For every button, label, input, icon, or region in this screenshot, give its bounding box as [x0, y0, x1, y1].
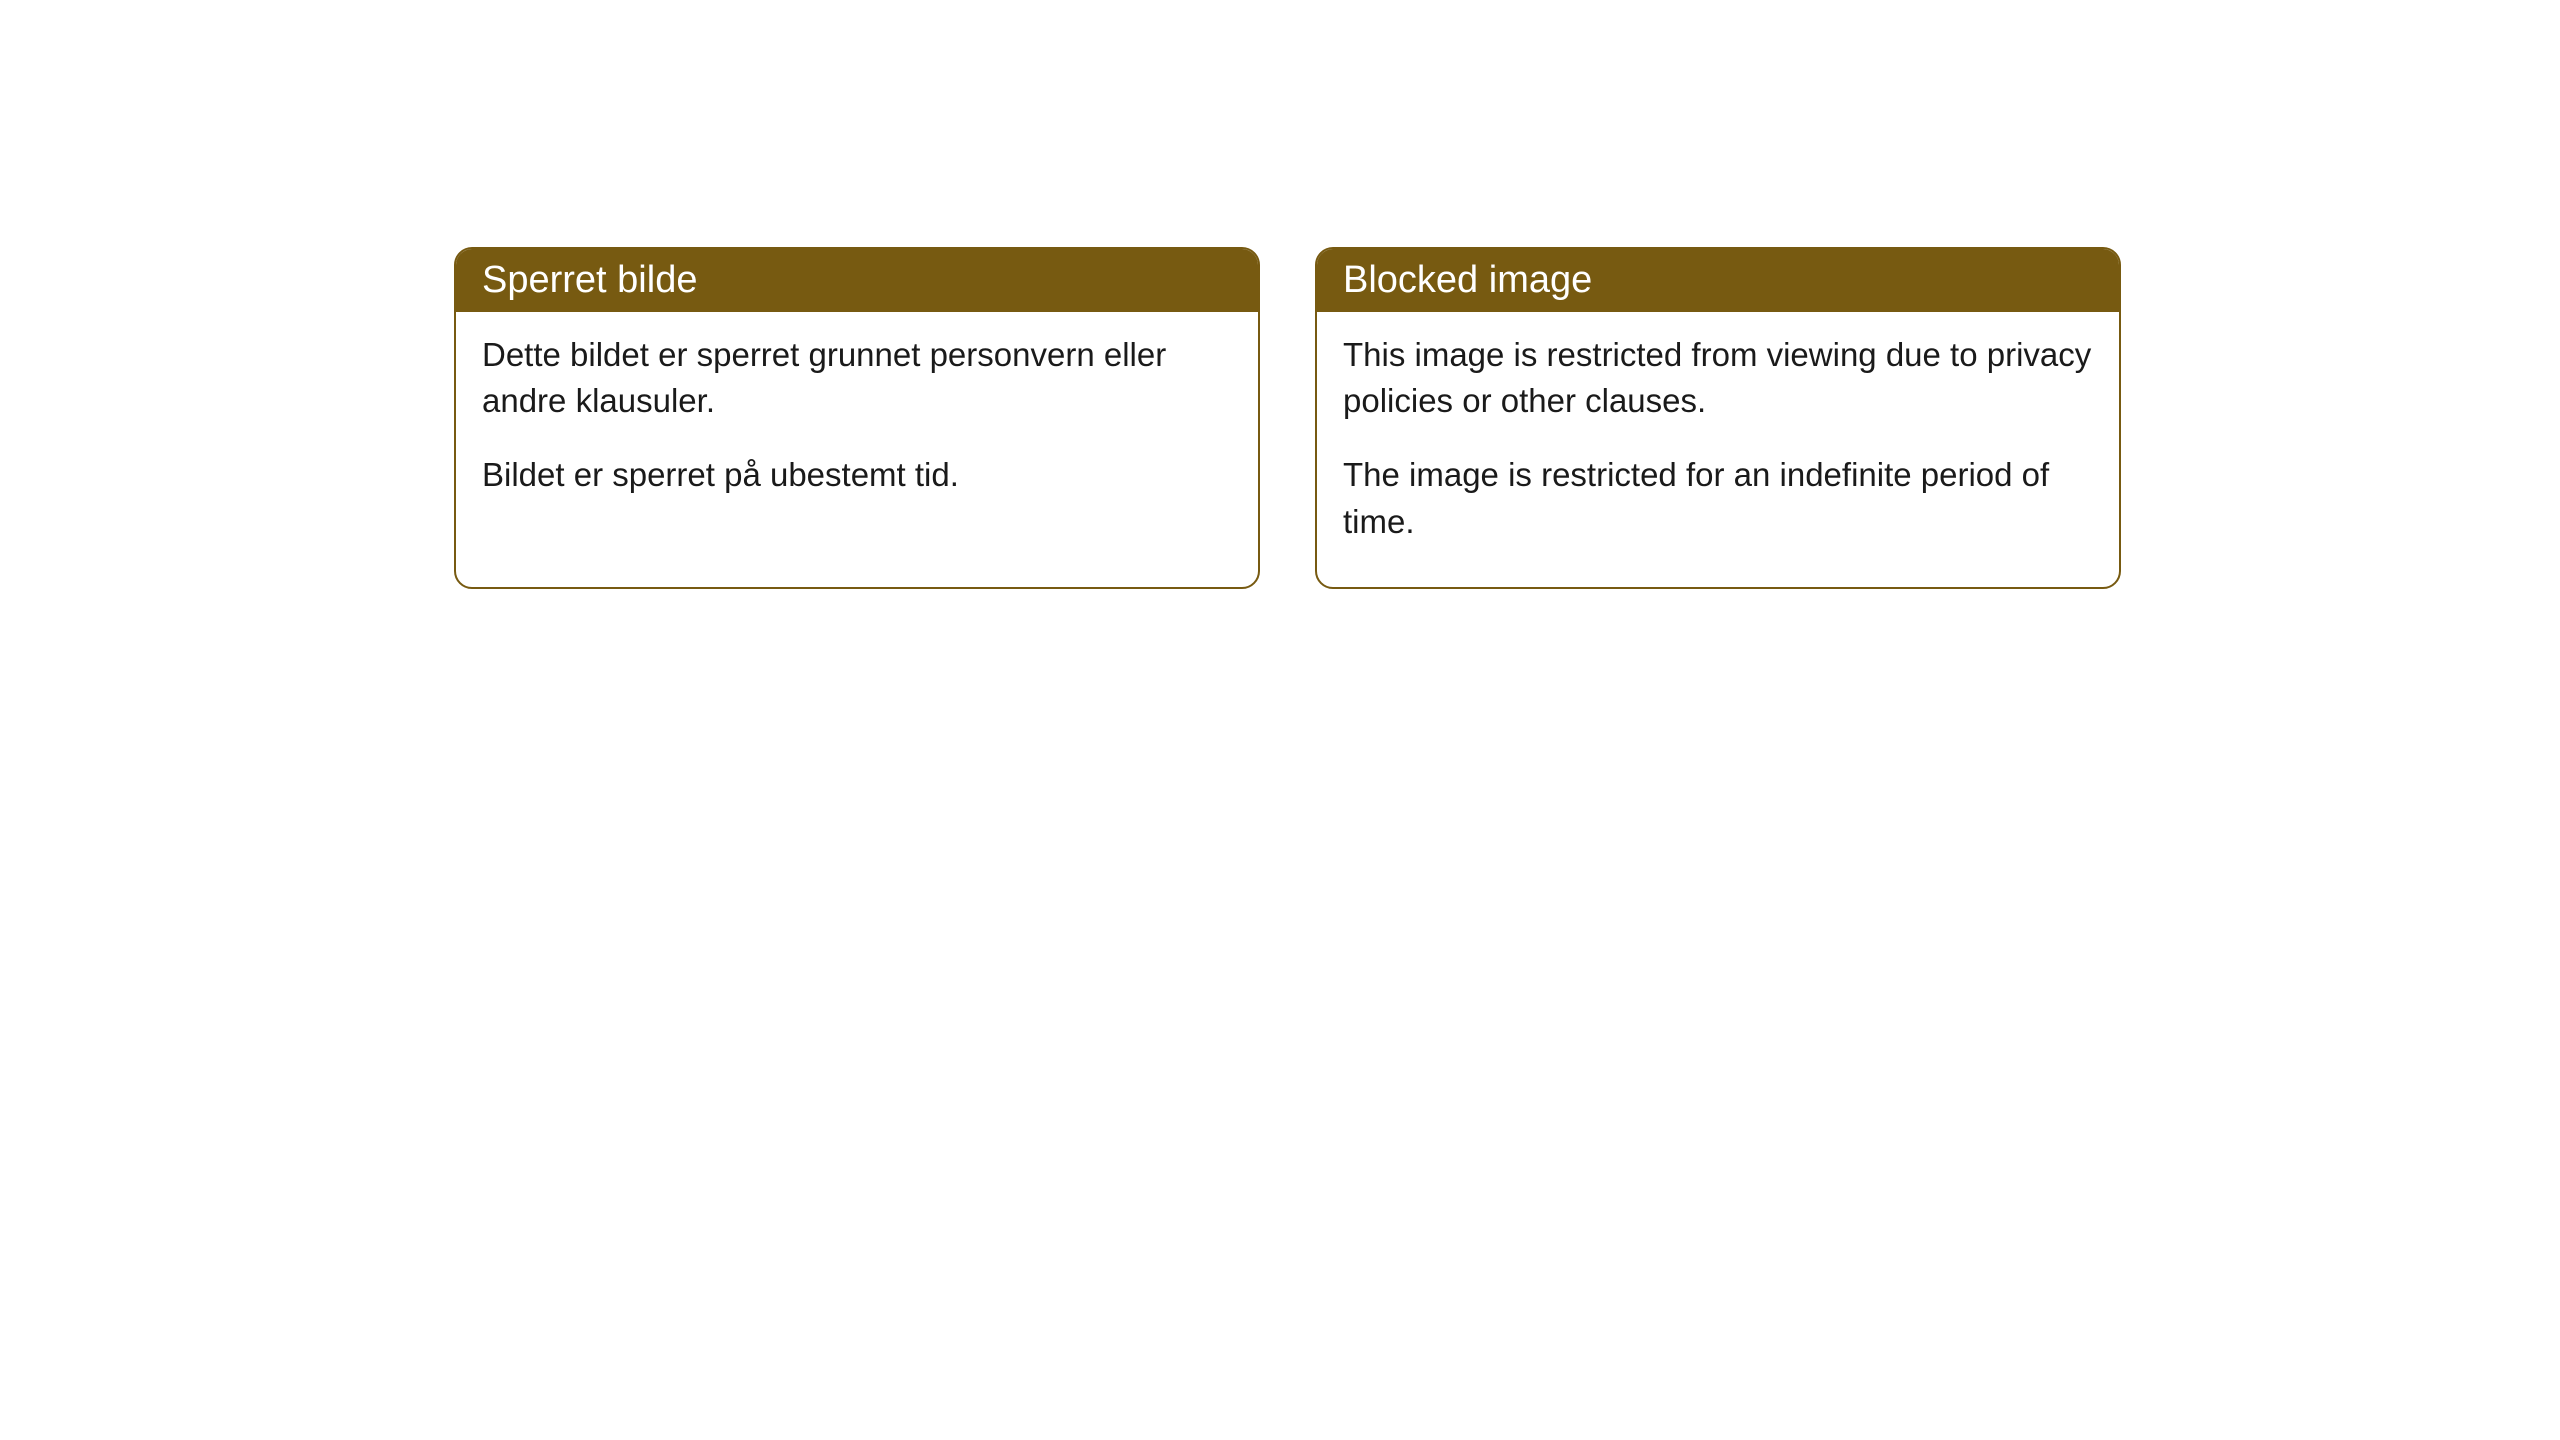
blocked-image-card-norwegian: Sperret bilde Dette bildet er sperret gr…: [454, 247, 1260, 589]
card-header: Blocked image: [1317, 249, 2119, 312]
card-title: Sperret bilde: [482, 259, 697, 301]
card-body: Dette bildet er sperret grunnet personve…: [456, 312, 1258, 541]
card-paragraph: Dette bildet er sperret grunnet personve…: [482, 332, 1232, 424]
notification-cards-container: Sperret bilde Dette bildet er sperret gr…: [454, 247, 2121, 589]
card-body: This image is restricted from viewing du…: [1317, 312, 2119, 587]
blocked-image-card-english: Blocked image This image is restricted f…: [1315, 247, 2121, 589]
card-title: Blocked image: [1343, 259, 1592, 301]
card-paragraph: The image is restricted for an indefinit…: [1343, 452, 2093, 544]
card-paragraph: This image is restricted from viewing du…: [1343, 332, 2093, 424]
card-header: Sperret bilde: [456, 249, 1258, 312]
card-paragraph: Bildet er sperret på ubestemt tid.: [482, 452, 1232, 498]
